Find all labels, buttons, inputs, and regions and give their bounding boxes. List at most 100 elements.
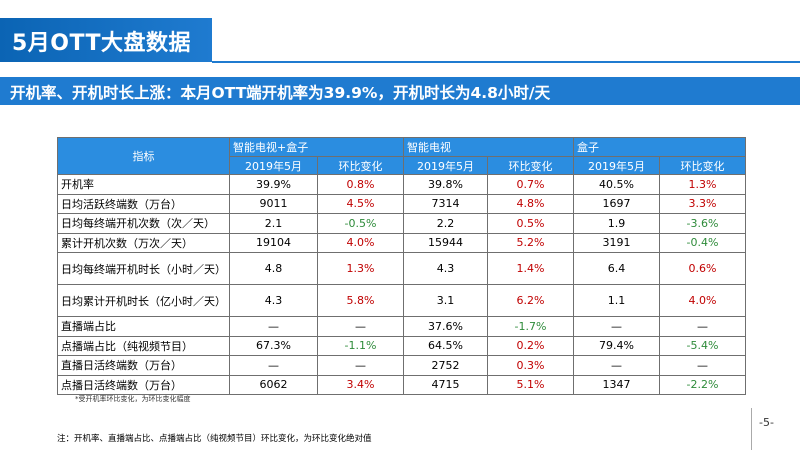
value-cell: — [229, 355, 318, 376]
value-cell: — [229, 316, 318, 337]
value-cell: 4.8 [229, 252, 318, 285]
table-row: 日均每终端开机次数（次／天） 2.1 -0.5% 2.2 0.5% 1.9 -3.6% [57, 213, 746, 234]
table-row: 点播端占比（纯视频节目） 67.3% -1.1% 64.5% 0.2% 79.4% -5.4… [57, 335, 746, 356]
value-cell: 2752 [403, 355, 488, 376]
subheader-month: 2019年5月 [403, 156, 488, 175]
change-cell: 1.3% [317, 252, 404, 285]
row-label: 累计开机次数（万次／天） [57, 232, 230, 253]
page-title: 5月OTT大盘数据 [12, 31, 192, 56]
group-header-tv-box: 智能电视+盒子 [229, 137, 404, 157]
subheader-month: 2019年5月 [573, 156, 660, 175]
change-cell: -5.4% [659, 335, 746, 356]
change-cell: 4.8% [487, 193, 574, 214]
page-note: 注：开机率、直播端占比、点播端占比（纯视频节目）环比变化，为环比变化绝对值 [57, 434, 372, 444]
change-cell: 0.6% [659, 252, 746, 285]
page-number: -5- [759, 416, 774, 429]
change-cell: 1.4% [487, 252, 574, 285]
value-cell: 4715 [403, 374, 488, 395]
change-cell: 6.2% [487, 284, 574, 317]
table-row: 开机率 39.9% 0.8% 39.8% 0.7% 40.5% 1.3% [57, 174, 746, 195]
value-cell: 2.1 [229, 213, 318, 234]
row-label: 日均活跃终端数（万台） [57, 193, 230, 214]
change-cell: 5.2% [487, 232, 574, 253]
subheader-month: 2019年5月 [229, 156, 318, 175]
change-cell: — [659, 355, 746, 376]
change-cell: -0.5% [317, 213, 404, 234]
value-cell: 7314 [403, 193, 488, 214]
value-cell: 2.2 [403, 213, 488, 234]
value-cell: 3.1 [403, 284, 488, 317]
table-footnote: *受开机率环比变化，为环比变化幅度 [75, 395, 191, 403]
row-label: 直播日活终端数（万台） [57, 355, 230, 376]
change-cell: 5.1% [487, 374, 574, 395]
value-cell: 1347 [573, 374, 660, 395]
value-cell: 6062 [229, 374, 318, 395]
subheader-change: 环比变化 [487, 156, 574, 175]
change-cell: — [317, 355, 404, 376]
title-bar: 5月OTT大盘数据 [0, 18, 212, 62]
value-cell: 40.5% [573, 174, 660, 195]
table-row: 直播日活终端数（万台） — —2752 0.3% — — [57, 355, 746, 376]
table-row: 日均每终端开机时长（小时／天） 4.8 1.3% 4.3 1.4% 6.4 0.6% [57, 252, 746, 285]
row-label: 直播端占比 [57, 316, 230, 337]
value-cell: 1.9 [573, 213, 660, 234]
row-label: 日均每终端开机时长（小时／天） [57, 252, 230, 285]
value-cell: 19104 [229, 232, 318, 253]
change-cell: -2.2% [659, 374, 746, 395]
change-cell: 4.0% [659, 284, 746, 317]
change-cell: 3.4% [317, 374, 404, 395]
change-cell: 0.8% [317, 174, 404, 195]
table-row: 累计开机次数（万次／天） 19104 4.0% 15944 5.2% 3191 -0.4% [57, 232, 746, 253]
value-cell: 37.6% [403, 316, 488, 337]
table-row: 点播日活终端数（万台） 6062 3.4% 4715 5.1% 1347 -2.2% [57, 374, 746, 395]
change-cell: -3.6% [659, 213, 746, 234]
value-cell: 3191 [573, 232, 660, 253]
subtitle-bar: 开机率、开机时长上涨：本月OTT端开机率为39.9%，开机时长为4.8小时/天 [0, 77, 800, 105]
row-label: 开机率 [57, 174, 230, 195]
change-cell: 0.3% [487, 355, 574, 376]
change-cell: 4.0% [317, 232, 404, 253]
change-cell: -1.7% [487, 316, 574, 337]
value-cell: 4.3 [229, 284, 318, 317]
value-cell: 9011 [229, 193, 318, 214]
group-header-smart-tv: 智能电视 [403, 137, 574, 157]
table-row: 日均活跃终端数（万台） 9011 4.5% 7314 4.8% 1697 3.3% [57, 193, 746, 214]
title-divider [212, 61, 800, 63]
value-cell: 39.9% [229, 174, 318, 195]
value-cell: — [573, 316, 660, 337]
page-number-divider [751, 408, 752, 450]
change-cell: 1.3% [659, 174, 746, 195]
change-cell: -1.1% [317, 335, 404, 356]
subheader-change: 环比变化 [659, 156, 746, 175]
value-cell: 79.4% [573, 335, 660, 356]
change-cell: — [659, 316, 746, 337]
row-label: 日均累计开机时长（亿小时／天） [57, 284, 230, 317]
change-cell: — [317, 316, 404, 337]
value-cell: 67.3% [229, 335, 318, 356]
row-label: 点播端占比（纯视频节目） [57, 335, 230, 356]
value-cell: 39.8% [403, 174, 488, 195]
row-label: 点播日活终端数（万台） [57, 374, 230, 395]
value-cell: 6.4 [573, 252, 660, 285]
value-cell: — [573, 355, 660, 376]
group-header-box: 盒子 [573, 137, 746, 157]
value-cell: 4.3 [403, 252, 488, 285]
change-cell: 0.7% [487, 174, 574, 195]
ott-data-table: 指标 智能电视+盒子 智能电视 盒子 2019年5月 环比变化 2019年5月 … [57, 137, 746, 395]
table-row: 日均累计开机时长（亿小时／天） 4.3 5.8% 3.1 6.2% 1.1 4.0% [57, 284, 746, 317]
subheader-change: 环比变化 [317, 156, 404, 175]
value-cell: 15944 [403, 232, 488, 253]
change-cell: 5.8% [317, 284, 404, 317]
value-cell: 1697 [573, 193, 660, 214]
change-cell: 4.5% [317, 193, 404, 214]
change-cell: 0.5% [487, 213, 574, 234]
value-cell: 1.1 [573, 284, 660, 317]
table-body: 开机率 39.9% 0.8% 39.8% 0.7% 40.5% 1.3% 日均活跃终端数（万台… [57, 174, 746, 395]
metric-header: 指标 [57, 137, 230, 175]
table-row: 直播端占比 — —37.6% -1.7% — — [57, 316, 746, 337]
value-cell: 64.5% [403, 335, 488, 356]
change-cell: 0.2% [487, 335, 574, 356]
subtitle: 开机率、开机时长上涨：本月OTT端开机率为39.9%，开机时长为4.8小时/天 [10, 84, 551, 102]
change-cell: 3.3% [659, 193, 746, 214]
change-cell: -0.4% [659, 232, 746, 253]
